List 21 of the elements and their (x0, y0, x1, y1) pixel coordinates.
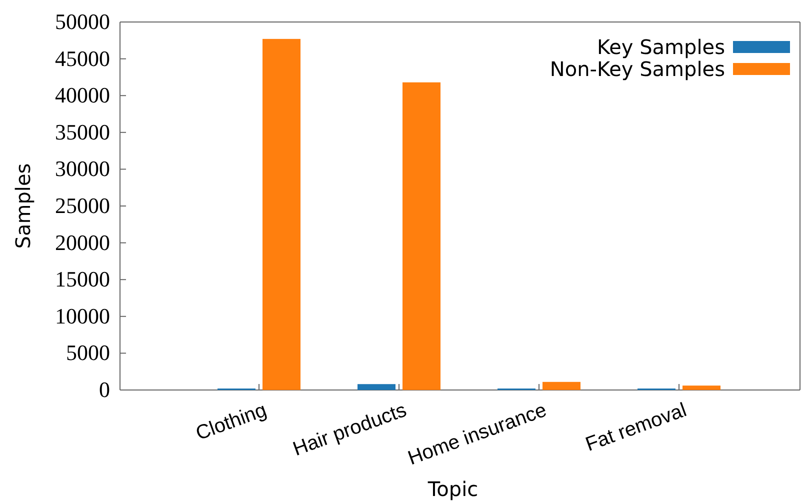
bar (402, 82, 440, 390)
bar (262, 38, 300, 390)
bar (358, 384, 396, 390)
x-tick-label: Clothing (193, 399, 270, 445)
y-tick-label: 35000 (55, 119, 110, 144)
legend-label: Key Samples (596, 35, 725, 59)
x-axis-title: Topic (426, 477, 478, 501)
y-tick-label: 10000 (55, 303, 110, 328)
y-tick-label: 15000 (55, 266, 110, 292)
bar (542, 382, 580, 390)
y-tick-label: 30000 (55, 156, 110, 182)
y-tick-label: 25000 (55, 193, 110, 218)
y-tick-label: 50000 (55, 9, 110, 34)
y-axis-title: Samples (11, 163, 35, 249)
y-tick-label: 20000 (55, 230, 110, 255)
y-tick-label: 0 (99, 377, 110, 402)
y-tick-label: 45000 (55, 46, 110, 71)
y-tick-label: 40000 (55, 82, 110, 108)
bar (682, 386, 720, 390)
legend-label: Non-Key Samples (550, 57, 725, 81)
y-tick-label: 5000 (66, 340, 110, 366)
